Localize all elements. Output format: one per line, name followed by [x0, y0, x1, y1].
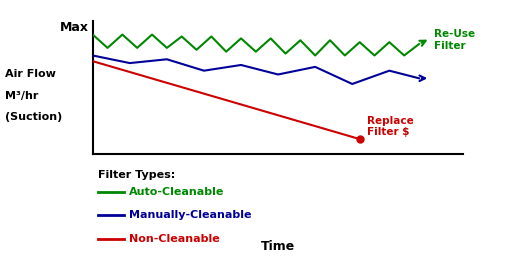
Text: Replace
Filter $: Replace Filter $: [367, 116, 414, 137]
Text: Manually-Cleanable: Manually-Cleanable: [129, 210, 251, 221]
Text: M³/hr: M³/hr: [5, 91, 39, 101]
Text: Re-Use
Filter: Re-Use Filter: [434, 30, 475, 51]
Text: Air Flow: Air Flow: [5, 69, 56, 80]
Text: Time: Time: [261, 240, 295, 253]
Text: Filter Types:: Filter Types:: [98, 170, 175, 180]
Text: Max: Max: [60, 21, 89, 34]
Text: Auto-Cleanable: Auto-Cleanable: [129, 186, 224, 197]
Text: (Suction): (Suction): [5, 112, 62, 122]
Text: Non-Cleanable: Non-Cleanable: [129, 234, 219, 244]
